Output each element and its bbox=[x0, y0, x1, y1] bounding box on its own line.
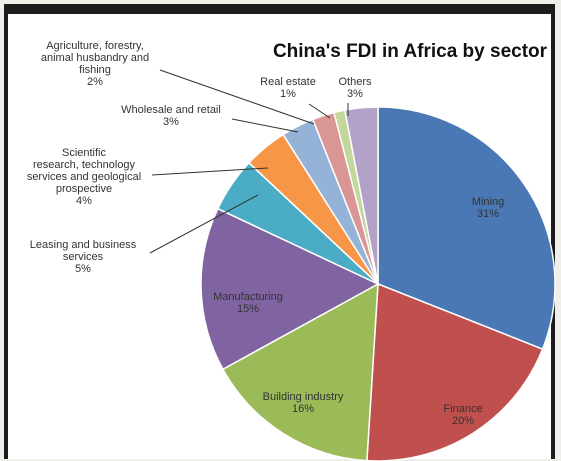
slice-label-leasing-and-business-services: Leasing and business services 5% bbox=[30, 239, 137, 275]
leader-line-real-estate bbox=[308, 103, 331, 119]
pie-slice-building-industry bbox=[221, 282, 379, 461]
slice-label-others: Others 3% bbox=[338, 76, 372, 100]
slice-label-agriculture-forestry-animal-husbandry-and-fishing: Agriculture, forestry, animal husbandry a… bbox=[41, 40, 149, 88]
slice-label-wholesale-and-retail: Wholesale and retail 3% bbox=[121, 104, 221, 128]
pie-slice-mining bbox=[377, 106, 556, 351]
pie-slice-manufacturing bbox=[200, 207, 380, 371]
pie-slice-others bbox=[343, 106, 379, 285]
slice-label-scientific-research-technology-services-and-geological-prospective: Scientific research, technology services a… bbox=[27, 147, 141, 207]
leader-line-wholesale-and-retail bbox=[231, 118, 299, 133]
leader-line-agriculture-forestry-animal-husbandry-and-fishing bbox=[159, 69, 315, 125]
slice-label-manufacturing: Manufacturing 15% bbox=[213, 291, 283, 315]
slice-label-real-estate: Real estate 1% bbox=[260, 76, 316, 100]
chart-title: China's FDI in Africa by sector bbox=[273, 41, 548, 62]
slice-label-mining: Mining 31% bbox=[472, 196, 504, 220]
slice-label-finance: Finance 20% bbox=[443, 403, 482, 427]
leader-line-leasing-and-business-services bbox=[149, 194, 259, 254]
leader-line-scientific-research-technology-services-and-geological-prospective bbox=[151, 167, 269, 176]
slice-label-building-industry: Building industry 16% bbox=[263, 391, 344, 415]
